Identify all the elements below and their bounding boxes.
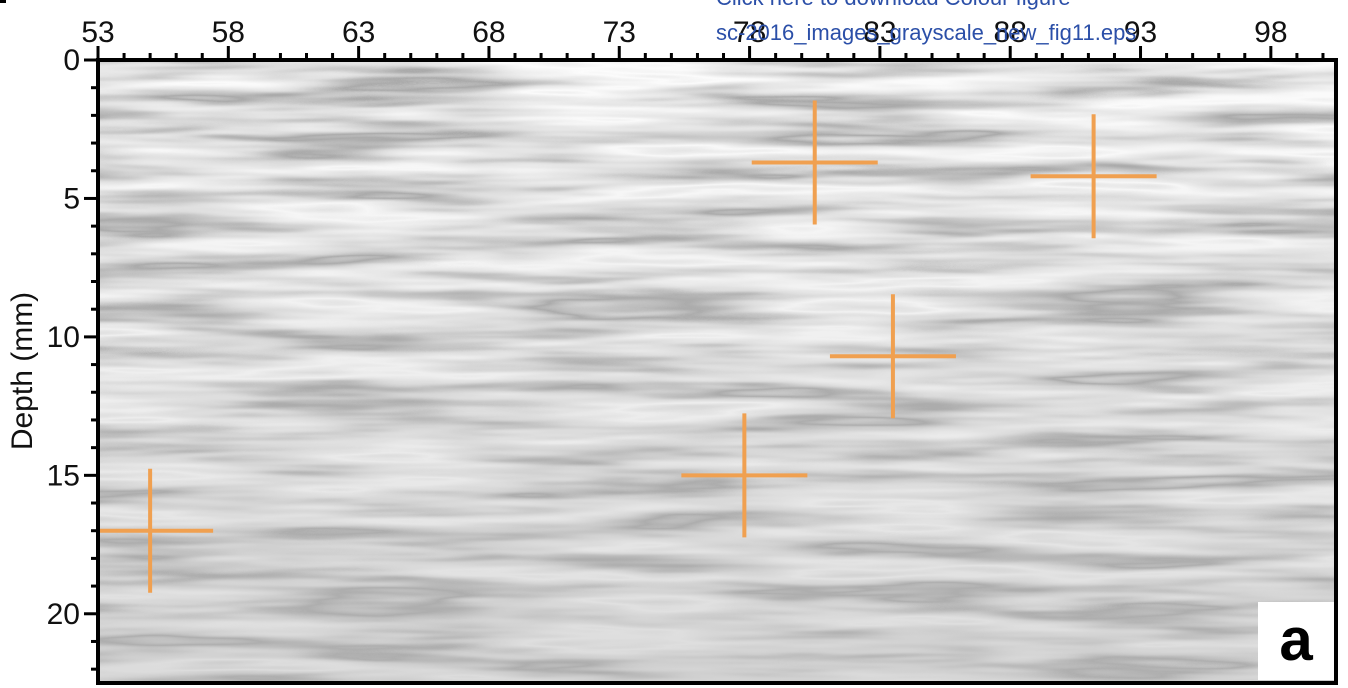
x-tick-label: 73 [603, 16, 636, 49]
y-axis-label: Depth (mm) [6, 292, 39, 450]
x-tick-label: 83 [863, 16, 896, 49]
plot-frame [96, 58, 1338, 685]
crosshair-marker [1030, 114, 1157, 239]
download-link-line1[interactable]: Click here to download Colour figure [716, 0, 1071, 9]
y-tick-label: 10 [47, 321, 80, 354]
download-link-line2[interactable]: sc-2016_images_grayscale_new_fig11.eps [716, 20, 1137, 45]
y-tick-label: 20 [47, 598, 80, 631]
x-tick-label: 78 [733, 16, 766, 49]
x-axis: 53 58 63 68 73 78 83 88 93 98 [81, 16, 1325, 60]
x-tick-label: 88 [994, 16, 1027, 49]
x-tick-label: 53 [81, 16, 114, 49]
crosshair-marker [681, 413, 808, 538]
panel-label: a [1279, 606, 1313, 673]
crosshair-marker [98, 468, 214, 593]
corner-mark [0, 0, 6, 3]
y-axis: 0 5 10 15 20 [47, 44, 98, 671]
x-tick-label: 93 [1124, 16, 1157, 49]
y-tick-label: 15 [47, 459, 80, 492]
x-tick-label: 98 [1254, 16, 1287, 49]
x-tick-label: 63 [342, 16, 375, 49]
plot-area [98, 60, 1336, 683]
y-tick-label: 5 [63, 182, 80, 215]
x-tick-label: 58 [212, 16, 245, 49]
marker-layer [98, 100, 1157, 593]
panel-label-box: a [1258, 602, 1334, 680]
crosshair-marker [829, 294, 956, 419]
heatmap-fade [98, 60, 1336, 683]
x-tick-label: 68 [472, 16, 505, 49]
download-link[interactable]: Click here to download Colour figure sc-… [716, 0, 1256, 60]
y-tick-label: 0 [63, 44, 80, 77]
crosshair-marker [751, 100, 878, 225]
